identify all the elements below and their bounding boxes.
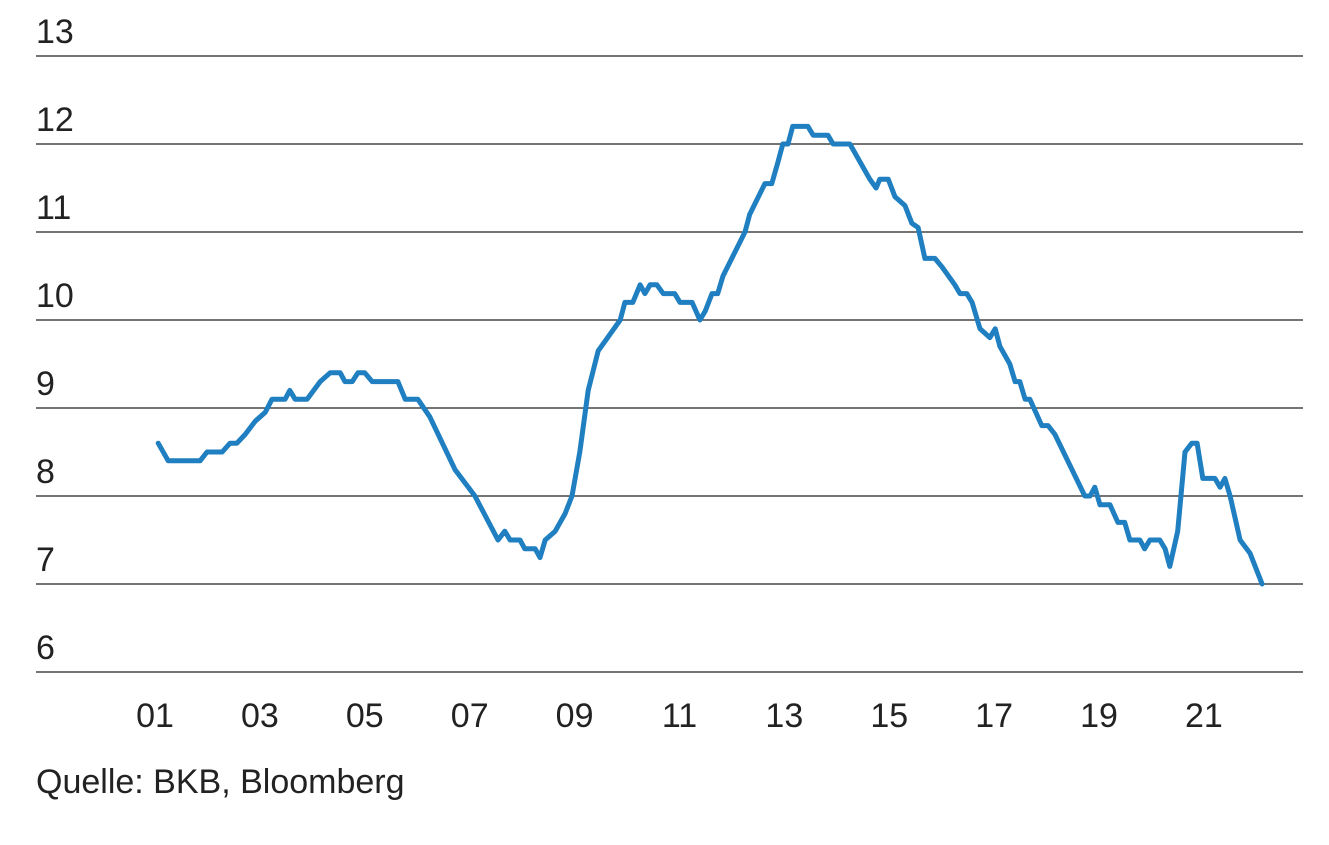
x-tick-label: 15 [870, 697, 908, 735]
y-tick-label: 10 [36, 277, 74, 315]
x-tick-label: 11 [662, 697, 697, 735]
y-tick-label: 6 [36, 629, 55, 667]
x-tick-label: 19 [1080, 697, 1118, 735]
y-tick-label: 8 [36, 453, 55, 491]
x-tick-label: 01 [136, 697, 174, 735]
x-tick-label: 13 [765, 697, 803, 735]
x-tick-label: 07 [451, 697, 489, 735]
y-tick-label: 7 [36, 541, 55, 579]
x-tick-label: 05 [346, 697, 384, 735]
y-tick-label: 11 [36, 189, 71, 227]
x-tick-label: 17 [975, 697, 1013, 735]
y-tick-label: 9 [36, 365, 55, 403]
data-line [155, 123, 1265, 587]
x-tick-label: 21 [1185, 697, 1223, 735]
x-tick-label: 03 [241, 697, 279, 735]
y-tick-label: 12 [36, 101, 74, 139]
y-tick-label: 13 [36, 13, 74, 51]
x-tick-label: 09 [556, 697, 594, 735]
source-note: Quelle: BKB, Bloomberg [36, 763, 405, 801]
